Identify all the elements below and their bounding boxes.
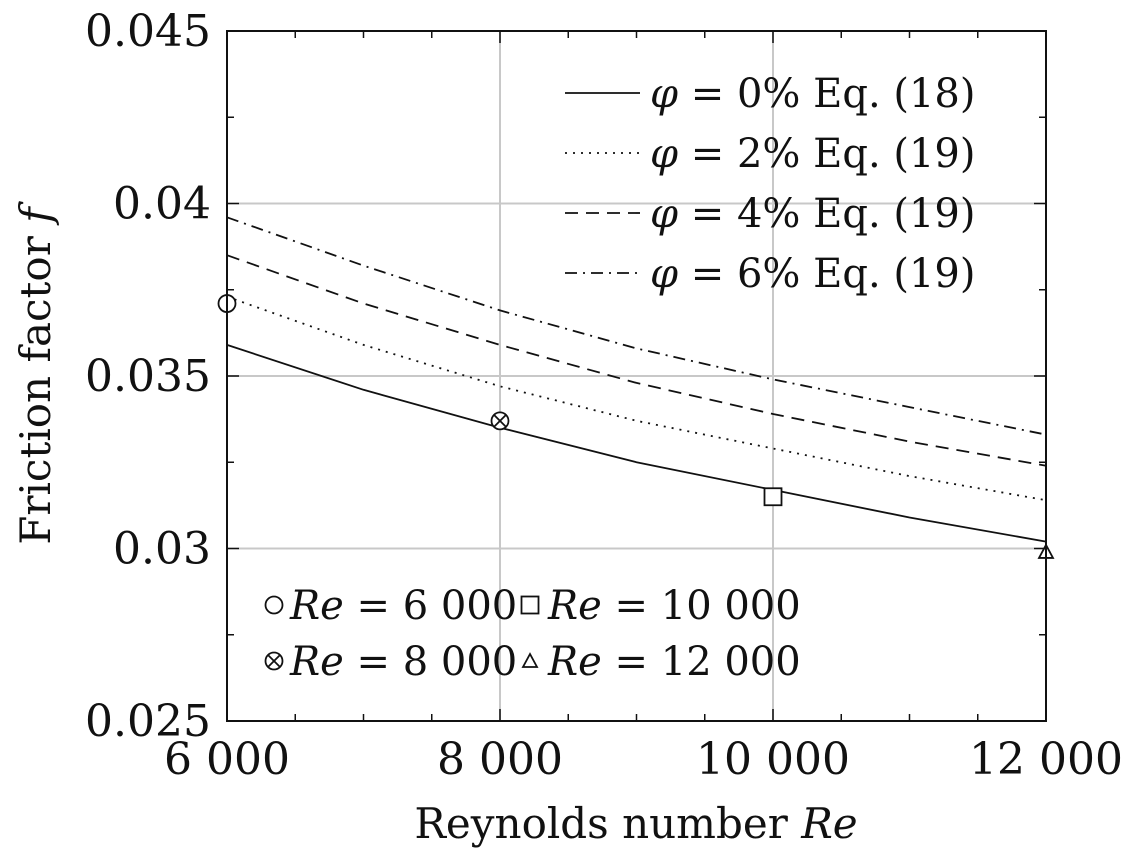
legend-value: = 4% Eq. (19): [678, 191, 975, 237]
legend-var: φ: [650, 131, 678, 177]
y-axis-label: Friction factor f: [11, 201, 60, 545]
legend-entry-label: φ = 0% Eq. (18): [650, 71, 975, 117]
circle-marker: [264, 595, 284, 615]
triangle-marker: [521, 652, 539, 668]
legend-marker-circle: [264, 595, 284, 615]
legend-var: φ: [650, 251, 678, 297]
legend-var: Re: [289, 639, 344, 685]
legend-value: = 0% Eq. (18): [678, 71, 975, 117]
y-tick-label: 0.04: [113, 179, 211, 230]
series-line-dotted: [226, 295, 1047, 502]
legend-marker-square: [520, 595, 540, 615]
cross-stroke: [267, 654, 281, 668]
legend-var: Re: [289, 583, 344, 629]
legend-value: = 6 000: [344, 583, 517, 629]
x-tick-label: 8 000: [437, 734, 563, 785]
x-tick-label: 6 000: [164, 734, 290, 785]
series-lines: [226, 216, 1047, 543]
y-tick-label: 0.03: [113, 524, 211, 575]
square-marker: [763, 487, 783, 507]
marker-legend-label: Re = 12 000: [547, 639, 801, 685]
legend-value: = 10 000: [602, 583, 801, 629]
legend-value: = 8 000: [344, 639, 517, 685]
legend-var: Re: [547, 583, 602, 629]
x-tick-label: 12 000: [969, 734, 1123, 785]
cross-stroke: [493, 414, 507, 428]
series-line-solid: [226, 344, 1047, 543]
data-marker-otimes: [490, 411, 510, 431]
series-line-dashed: [226, 254, 1047, 467]
legend-entry-label: φ = 2% Eq. (19): [650, 131, 975, 177]
axis-ticks: [226, 30, 1047, 722]
data-marker-square: [763, 487, 783, 507]
y-tick-label: 0.035: [85, 351, 211, 402]
series-line-dashdot: [226, 216, 1047, 436]
x-tick-label: 10 000: [696, 734, 850, 785]
x-tick-labels: 6 000 8 000 10 000 12 000: [164, 734, 1123, 785]
legend-entry-label: φ = 4% Eq. (19): [650, 191, 975, 237]
marker-legend-label: Re = 10 000: [547, 583, 801, 629]
y-tick-label: 0.045: [85, 6, 211, 57]
marker-legend-label: Re = 6 000: [289, 583, 517, 629]
marker-legend-label: Re = 8 000: [289, 639, 517, 685]
legend-marker-otimes: [264, 651, 284, 671]
x-axis-label: Reynolds number Re: [414, 799, 857, 848]
y-tick-label: 0.025: [85, 696, 211, 747]
y-tick-labels: 0.025 0.03 0.035 0.04 0.045: [85, 6, 211, 747]
legend-value: = 6% Eq. (19): [678, 251, 975, 297]
legend-var: φ: [650, 191, 678, 237]
legend-value: = 12 000: [602, 639, 801, 685]
legend-var: φ: [650, 71, 678, 117]
square-marker: [520, 595, 540, 615]
data-markers: [217, 294, 1055, 559]
legend-value: = 2% Eq. (19): [678, 131, 975, 177]
legend-marker-triangle: [521, 652, 539, 668]
line-legend: φ = 0% Eq. (18)φ = 2% Eq. (19)φ = 4% Eq.…: [565, 71, 975, 297]
legend-var: Re: [547, 639, 602, 685]
legend-entry-label: φ = 6% Eq. (19): [650, 251, 975, 297]
